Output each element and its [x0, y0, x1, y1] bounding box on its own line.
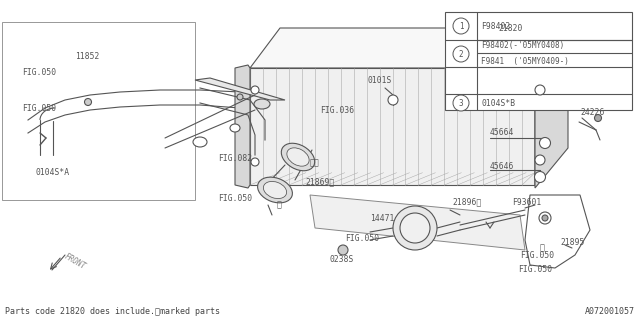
Circle shape	[400, 213, 430, 243]
Text: FRONT: FRONT	[63, 252, 88, 272]
Circle shape	[453, 18, 469, 34]
Circle shape	[539, 212, 551, 224]
Text: FIG.036: FIG.036	[320, 106, 354, 115]
Polygon shape	[310, 195, 525, 250]
Text: 0104S*A: 0104S*A	[35, 167, 69, 177]
Polygon shape	[250, 28, 565, 68]
Ellipse shape	[287, 148, 309, 166]
Circle shape	[388, 95, 398, 105]
Text: FIG.050: FIG.050	[22, 68, 56, 76]
Polygon shape	[445, 12, 632, 110]
Text: FIG.050: FIG.050	[218, 194, 252, 203]
Circle shape	[338, 245, 348, 255]
Text: FIG.050: FIG.050	[518, 266, 552, 275]
Text: F98402(-'05MY0408): F98402(-'05MY0408)	[481, 41, 564, 50]
Circle shape	[542, 215, 548, 221]
Circle shape	[251, 158, 259, 166]
Circle shape	[453, 95, 469, 111]
Text: 1: 1	[459, 21, 463, 30]
Text: ③: ③	[540, 244, 545, 252]
Circle shape	[595, 115, 602, 122]
Polygon shape	[250, 68, 535, 185]
Ellipse shape	[282, 143, 315, 171]
Text: FIG.050: FIG.050	[22, 103, 56, 113]
Text: 21820: 21820	[498, 23, 522, 33]
Text: A072001057: A072001057	[585, 307, 635, 316]
Text: 24226: 24226	[580, 108, 604, 116]
Ellipse shape	[264, 181, 287, 199]
Circle shape	[535, 155, 545, 165]
Circle shape	[540, 138, 550, 148]
Text: F9841  ('05MY0409-): F9841 ('05MY0409-)	[481, 57, 569, 66]
Text: 45646: 45646	[490, 162, 515, 171]
Text: ②: ②	[277, 201, 282, 210]
Circle shape	[453, 46, 469, 62]
Ellipse shape	[254, 99, 270, 109]
Text: FIG.082: FIG.082	[218, 154, 252, 163]
Text: 14471: 14471	[370, 213, 394, 222]
Text: 11852: 11852	[75, 52, 99, 60]
Circle shape	[84, 99, 92, 106]
Polygon shape	[535, 28, 565, 185]
Circle shape	[251, 86, 259, 94]
Text: 0238S: 0238S	[330, 255, 355, 265]
Text: F98402: F98402	[481, 21, 510, 30]
Circle shape	[535, 85, 545, 95]
Text: 3: 3	[459, 99, 463, 108]
Circle shape	[237, 94, 243, 100]
Circle shape	[534, 172, 545, 182]
Polygon shape	[195, 78, 285, 100]
Ellipse shape	[193, 137, 207, 147]
Ellipse shape	[257, 177, 292, 203]
Text: 45664: 45664	[490, 127, 515, 137]
Polygon shape	[535, 28, 568, 188]
Polygon shape	[235, 65, 250, 188]
Text: ①※: ①※	[310, 158, 320, 167]
Text: Parts code 21820 does include.※marked parts: Parts code 21820 does include.※marked pa…	[5, 307, 220, 316]
Ellipse shape	[230, 124, 240, 132]
Text: FIG.050: FIG.050	[520, 252, 554, 260]
Circle shape	[393, 206, 437, 250]
Text: 21896※: 21896※	[452, 197, 481, 206]
Text: FIG.050: FIG.050	[345, 234, 379, 243]
Text: 0101S: 0101S	[368, 76, 392, 84]
Text: F93601: F93601	[512, 197, 541, 206]
Text: 0104S*B: 0104S*B	[481, 99, 515, 108]
Text: 21895: 21895	[560, 237, 584, 246]
Text: 21869※: 21869※	[305, 178, 334, 187]
Text: 2: 2	[459, 50, 463, 59]
